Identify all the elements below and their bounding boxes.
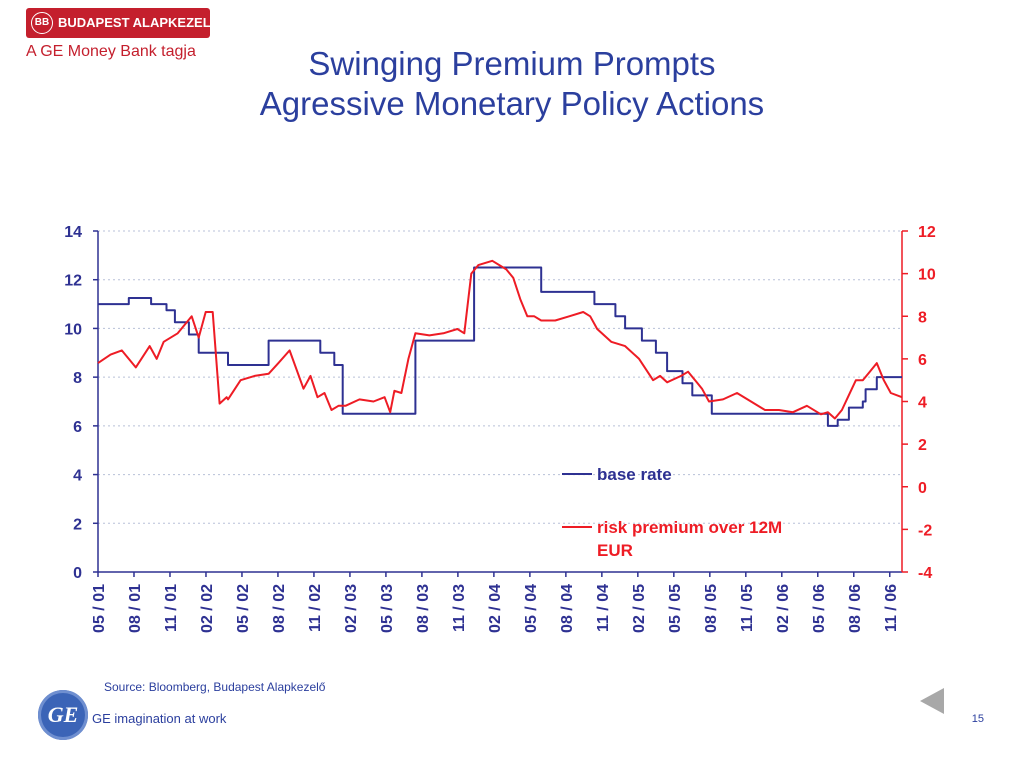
legend-label-risk-premium-line-1: risk premium over 12M [597,518,782,537]
budapest-alapkezelo-logo: BB BUDAPEST ALAPKEZELŐ A GE Money Bank t… [26,8,221,68]
x-tick-label: 02 / 02 [199,584,216,633]
right-tick-label: -2 [918,522,932,539]
title-line-1: Swinging Premium Prompts [308,45,716,82]
ge-logo: GE [38,690,88,740]
x-tick-label: 05 / 05 [667,584,684,633]
x-tick-label: 11 / 01 [163,584,180,632]
x-tick-label: 11 / 02 [307,584,324,632]
left-tick-label: 8 [73,370,82,387]
company-tagline: A GE Money Bank tagja [26,43,196,60]
slide-title: Swinging Premium Prompts Agressive Monet… [0,44,1024,124]
x-tick-label: 08 / 06 [847,584,864,633]
ge-tagline: GE imagination at work [92,711,227,726]
logo-badge: BB BUDAPEST ALAPKEZELŐ [26,8,221,38]
right-tick-label: 12 [918,224,936,241]
left-tick-label: 2 [73,516,82,533]
x-tick-label: 02 / 05 [631,584,648,633]
right-tick-label: 0 [918,480,927,497]
left-tick-label: 6 [73,419,82,436]
x-tick-label: 11 / 06 [883,584,900,632]
x-tick-label: 08 / 04 [559,584,576,633]
source-note: Source: Bloomberg, Budapest Alapkezelő [104,680,326,694]
legend-label-risk-premium-line-2: EUR [597,541,633,560]
left-tick-label: 4 [73,468,82,485]
title-line-2: Agressive Monetary Policy Actions [259,85,765,122]
x-tick-label: 05 / 02 [235,584,252,633]
legend-label-base-rate: base rate [597,465,672,484]
page-number: 15 [971,713,984,725]
x-tick-label: 08 / 03 [415,584,432,633]
logo-monogram: BB [31,12,53,34]
right-tick-label: -4 [918,565,932,582]
company-name: BUDAPEST ALAPKEZELŐ [58,15,221,30]
previous-slide-button[interactable] [920,688,944,714]
x-tick-label: 05 / 04 [523,584,540,633]
right-tick-label: 2 [918,437,927,454]
right-tick-label: 8 [918,309,927,326]
x-tick-label: 05 / 06 [811,584,828,633]
left-tick-label: 14 [64,224,82,241]
x-tick-label: 11 / 04 [595,584,612,632]
x-tick-label: 08 / 02 [271,584,288,633]
x-tick-label: 08 / 05 [703,584,720,633]
x-tick-label: 11 / 03 [451,584,468,632]
x-tick-label: 02 / 03 [343,584,360,633]
x-tick-label: 02 / 04 [487,584,504,633]
left-tick-label: 12 [64,273,82,290]
x-tick-label: 11 / 05 [739,584,756,632]
risk-premium-line [97,259,903,420]
x-tick-label: 05 / 01 [91,584,108,633]
left-tick-label: 0 [73,565,82,582]
left-tick-label: 10 [64,321,82,338]
right-tick-label: 4 [918,395,927,412]
x-tick-label: 02 / 06 [775,584,792,633]
right-tick-label: 10 [918,267,936,284]
x-tick-label: 05 / 03 [379,584,396,633]
x-tick-label: 08 / 01 [127,584,144,633]
right-tick-label: 6 [918,352,927,369]
